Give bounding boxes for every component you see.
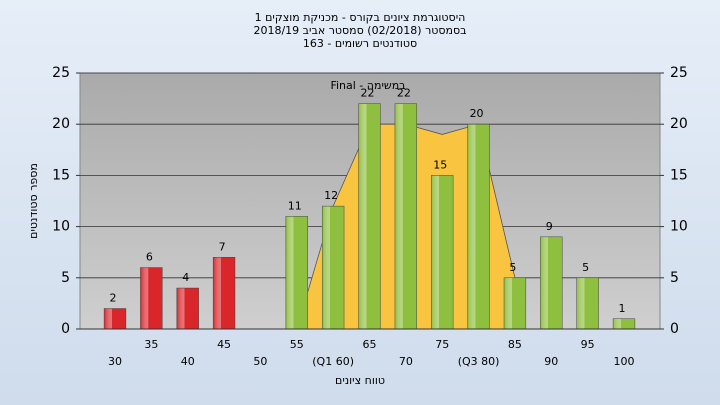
x-tick-label: 50 <box>253 355 267 368</box>
bar <box>321 205 345 330</box>
x-tick-label: (Q1 60) <box>312 355 354 368</box>
bar <box>140 267 163 330</box>
chart-title: היסטוגרמת ציונים בקורס - מכניקת מוצקים 1 <box>255 11 466 24</box>
bar <box>394 103 418 330</box>
data-label: 7 <box>219 240 226 253</box>
x-tick-label: 100 <box>614 355 635 368</box>
x-tick-label: 85 <box>508 338 522 351</box>
bar <box>431 175 454 330</box>
data-label: 4 <box>182 271 189 284</box>
y-tick-label: 0 <box>61 321 70 337</box>
chart-subtitle: בסמסטר (02/2018) סמסטר אביב 2018/19 <box>253 24 466 37</box>
y-tick-label: 5 <box>61 270 70 286</box>
data-label: 20 <box>470 107 484 120</box>
data-label: 11 <box>288 199 302 212</box>
x-tick-label: 75 <box>435 338 449 351</box>
y-tick-label: 20 <box>52 116 70 132</box>
data-label: 22 <box>361 87 375 100</box>
bar <box>503 277 527 330</box>
bar <box>285 216 308 330</box>
bar <box>358 103 381 330</box>
bar <box>540 236 563 330</box>
y2-tick-label: 0 <box>670 321 679 337</box>
y2-tick-label: 25 <box>670 65 688 81</box>
y-axis-label: מספר סטודנטים <box>27 163 40 239</box>
bar <box>212 257 236 330</box>
bar <box>576 277 599 330</box>
data-label: 15 <box>433 158 447 171</box>
data-label: 5 <box>582 261 589 274</box>
bar <box>176 287 199 330</box>
x-tick-label: 35 <box>144 338 158 351</box>
y2-tick-label: 15 <box>670 167 688 183</box>
y-tick-label: 10 <box>52 219 70 235</box>
x-tick-label: 30 <box>108 355 122 368</box>
bar <box>467 123 490 330</box>
y2-tick-label: 10 <box>670 219 688 235</box>
data-label: 2 <box>110 292 117 305</box>
data-label: 1 <box>619 302 626 315</box>
bar <box>103 308 127 330</box>
y-tick-label: 25 <box>52 65 70 81</box>
data-label: 9 <box>546 220 553 233</box>
y2-tick-label: 20 <box>670 116 688 132</box>
x-tick-label: 40 <box>181 355 195 368</box>
x-tick-label: 70 <box>399 355 413 368</box>
x-tick-label: 65 <box>363 338 377 351</box>
data-label: 12 <box>324 189 338 202</box>
data-label: 22 <box>397 87 411 100</box>
x-tick-label: 90 <box>544 355 558 368</box>
x-tick-label: 95 <box>581 338 595 351</box>
x-tick-label: 45 <box>217 338 231 351</box>
x-tick-label: (Q3 80) <box>458 355 500 368</box>
data-label: 5 <box>509 261 516 274</box>
y2-tick-label: 5 <box>670 270 679 286</box>
y-tick-label: 15 <box>52 167 70 183</box>
x-tick-label: 55 <box>290 338 304 351</box>
data-label: 6 <box>146 251 153 264</box>
annotation: Final - במשימה <box>330 79 405 92</box>
x-axis-label: טווח ציונים <box>335 374 385 387</box>
bar <box>612 318 636 330</box>
chart-subtitle: סטודנטים רשומים - 163 <box>303 37 417 50</box>
